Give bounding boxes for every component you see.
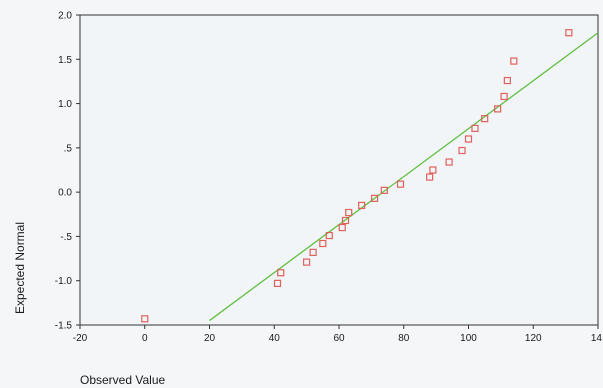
data-point: [380, 186, 388, 194]
data-point: [458, 146, 466, 155]
data-point: [273, 279, 282, 287]
y-tick-label: .5: [64, 143, 73, 154]
y-tick-label: 0.0: [58, 188, 72, 199]
y-tick-label: 1.5: [58, 55, 72, 66]
x-axis: -20 0 20 40 60 80 100 120 14: [73, 325, 603, 344]
data-point: [345, 208, 353, 217]
data-point: [358, 201, 366, 210]
data-point: [565, 29, 573, 37]
x-tick-label: 120: [525, 333, 542, 344]
y-tick-label: -1.5: [55, 321, 73, 332]
data-point: [338, 223, 346, 232]
data-point: [319, 239, 327, 248]
data-point: [494, 105, 502, 113]
data-point: [396, 180, 405, 188]
data-point: [303, 258, 311, 266]
data-point: [426, 173, 434, 181]
data-point: [464, 135, 473, 143]
data-point: [445, 158, 453, 166]
plot-area: [79, 14, 599, 326]
data-point: [510, 57, 518, 65]
data-point: [341, 216, 350, 225]
data-point: [141, 315, 149, 323]
x-tick-label: 80: [398, 333, 410, 344]
x-tick-label: 20: [204, 333, 216, 344]
x-axis-title: Observed Value: [80, 373, 165, 387]
y-tick-label: -1.0: [55, 276, 73, 287]
x-tick-label: -20: [73, 333, 88, 344]
data-point: [471, 124, 479, 132]
x-tick-label: 40: [269, 333, 281, 344]
data-point: [481, 115, 489, 123]
data-point: [500, 92, 508, 101]
x-tick-label: 0: [142, 333, 148, 344]
data-point: [325, 231, 333, 240]
data-point: [503, 76, 511, 85]
x-tick-label: 60: [333, 333, 345, 344]
data-point: [309, 248, 317, 256]
y-tick-label: 1.0: [58, 99, 72, 110]
y-axis-title: Expected Normal: [13, 222, 27, 314]
x-tick-label: 100: [460, 333, 477, 344]
y-axis: 2.0 1.5 1.0 .5 0.0 -.5 -1.0 -1.5: [55, 11, 80, 332]
y-tick-label: 2.0: [58, 11, 72, 22]
x-tick-label: 14: [591, 333, 603, 344]
data-points: [141, 29, 573, 323]
data-point: [429, 166, 437, 174]
data-point: [277, 269, 285, 277]
reference-line: [209, 32, 599, 322]
y-tick-label: -.5: [60, 232, 72, 243]
data-point: [371, 194, 379, 202]
